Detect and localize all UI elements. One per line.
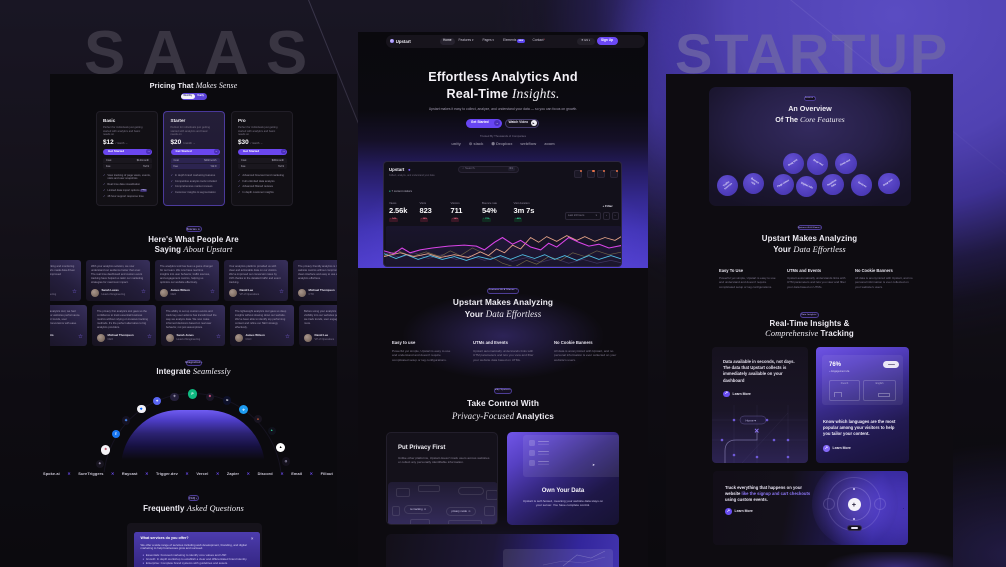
svg-text:✕: ✕	[754, 428, 760, 435]
svg-text:Home ▾: Home ▾	[746, 419, 757, 423]
